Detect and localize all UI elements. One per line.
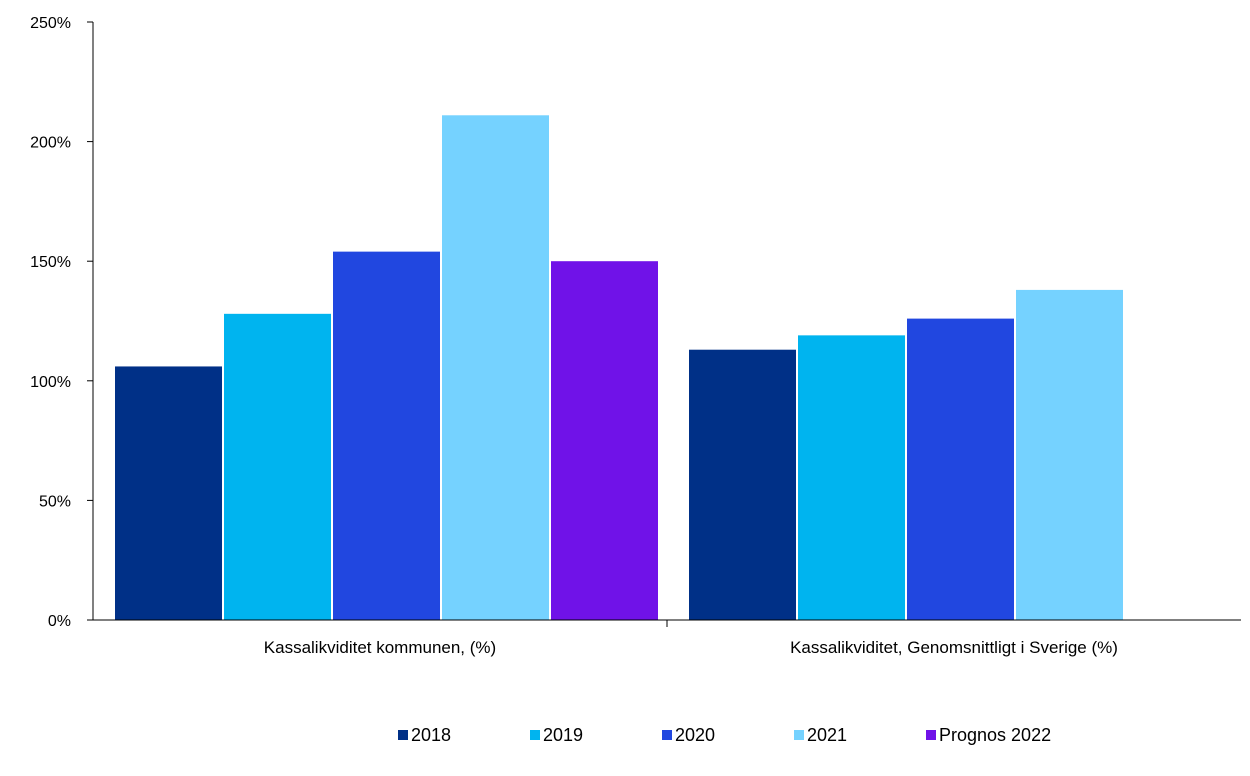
legend-swatch xyxy=(530,730,540,740)
legend-label: 2019 xyxy=(543,725,583,745)
bar-2020 xyxy=(907,318,1014,620)
x-category-label: Kassalikviditet kommunen, (%) xyxy=(264,638,496,657)
bar-2018 xyxy=(689,349,796,620)
bar-2019 xyxy=(798,335,905,620)
legend: 2018 2019 2020 2021 Prognos 2022 xyxy=(398,725,1051,745)
legend-label: 2018 xyxy=(411,725,451,745)
x-axis: Kassalikviditet kommunen, (%) Kassalikvid… xyxy=(93,619,1241,657)
bar-prognos-2022 xyxy=(551,261,658,620)
y-tick-label: 250% xyxy=(30,15,71,32)
bar-2018 xyxy=(115,366,222,620)
legend-label: 2021 xyxy=(807,725,847,745)
x-category-label: Kassalikviditet, Genomsnittligt i Sverig… xyxy=(790,638,1118,657)
y-tick-label: 150% xyxy=(30,254,71,271)
y-tick-label: 100% xyxy=(30,374,71,391)
y-tick-label: 0% xyxy=(48,613,71,630)
legend-swatch xyxy=(926,730,936,740)
bar-2019 xyxy=(224,313,331,620)
legend-label: Prognos 2022 xyxy=(939,725,1051,745)
legend-label: 2020 xyxy=(675,725,715,745)
bar-2020 xyxy=(333,251,440,620)
bars xyxy=(115,115,1123,621)
legend-swatch xyxy=(794,730,804,740)
y-tick-label: 50% xyxy=(39,493,71,510)
bar-2021 xyxy=(1016,289,1123,620)
legend-swatch xyxy=(398,730,408,740)
y-tick-label: 200% xyxy=(30,135,71,152)
y-axis: 0% 50% 100% 150% 200% 250% xyxy=(30,15,94,630)
bar-2021 xyxy=(442,115,549,621)
legend-swatch xyxy=(662,730,672,740)
